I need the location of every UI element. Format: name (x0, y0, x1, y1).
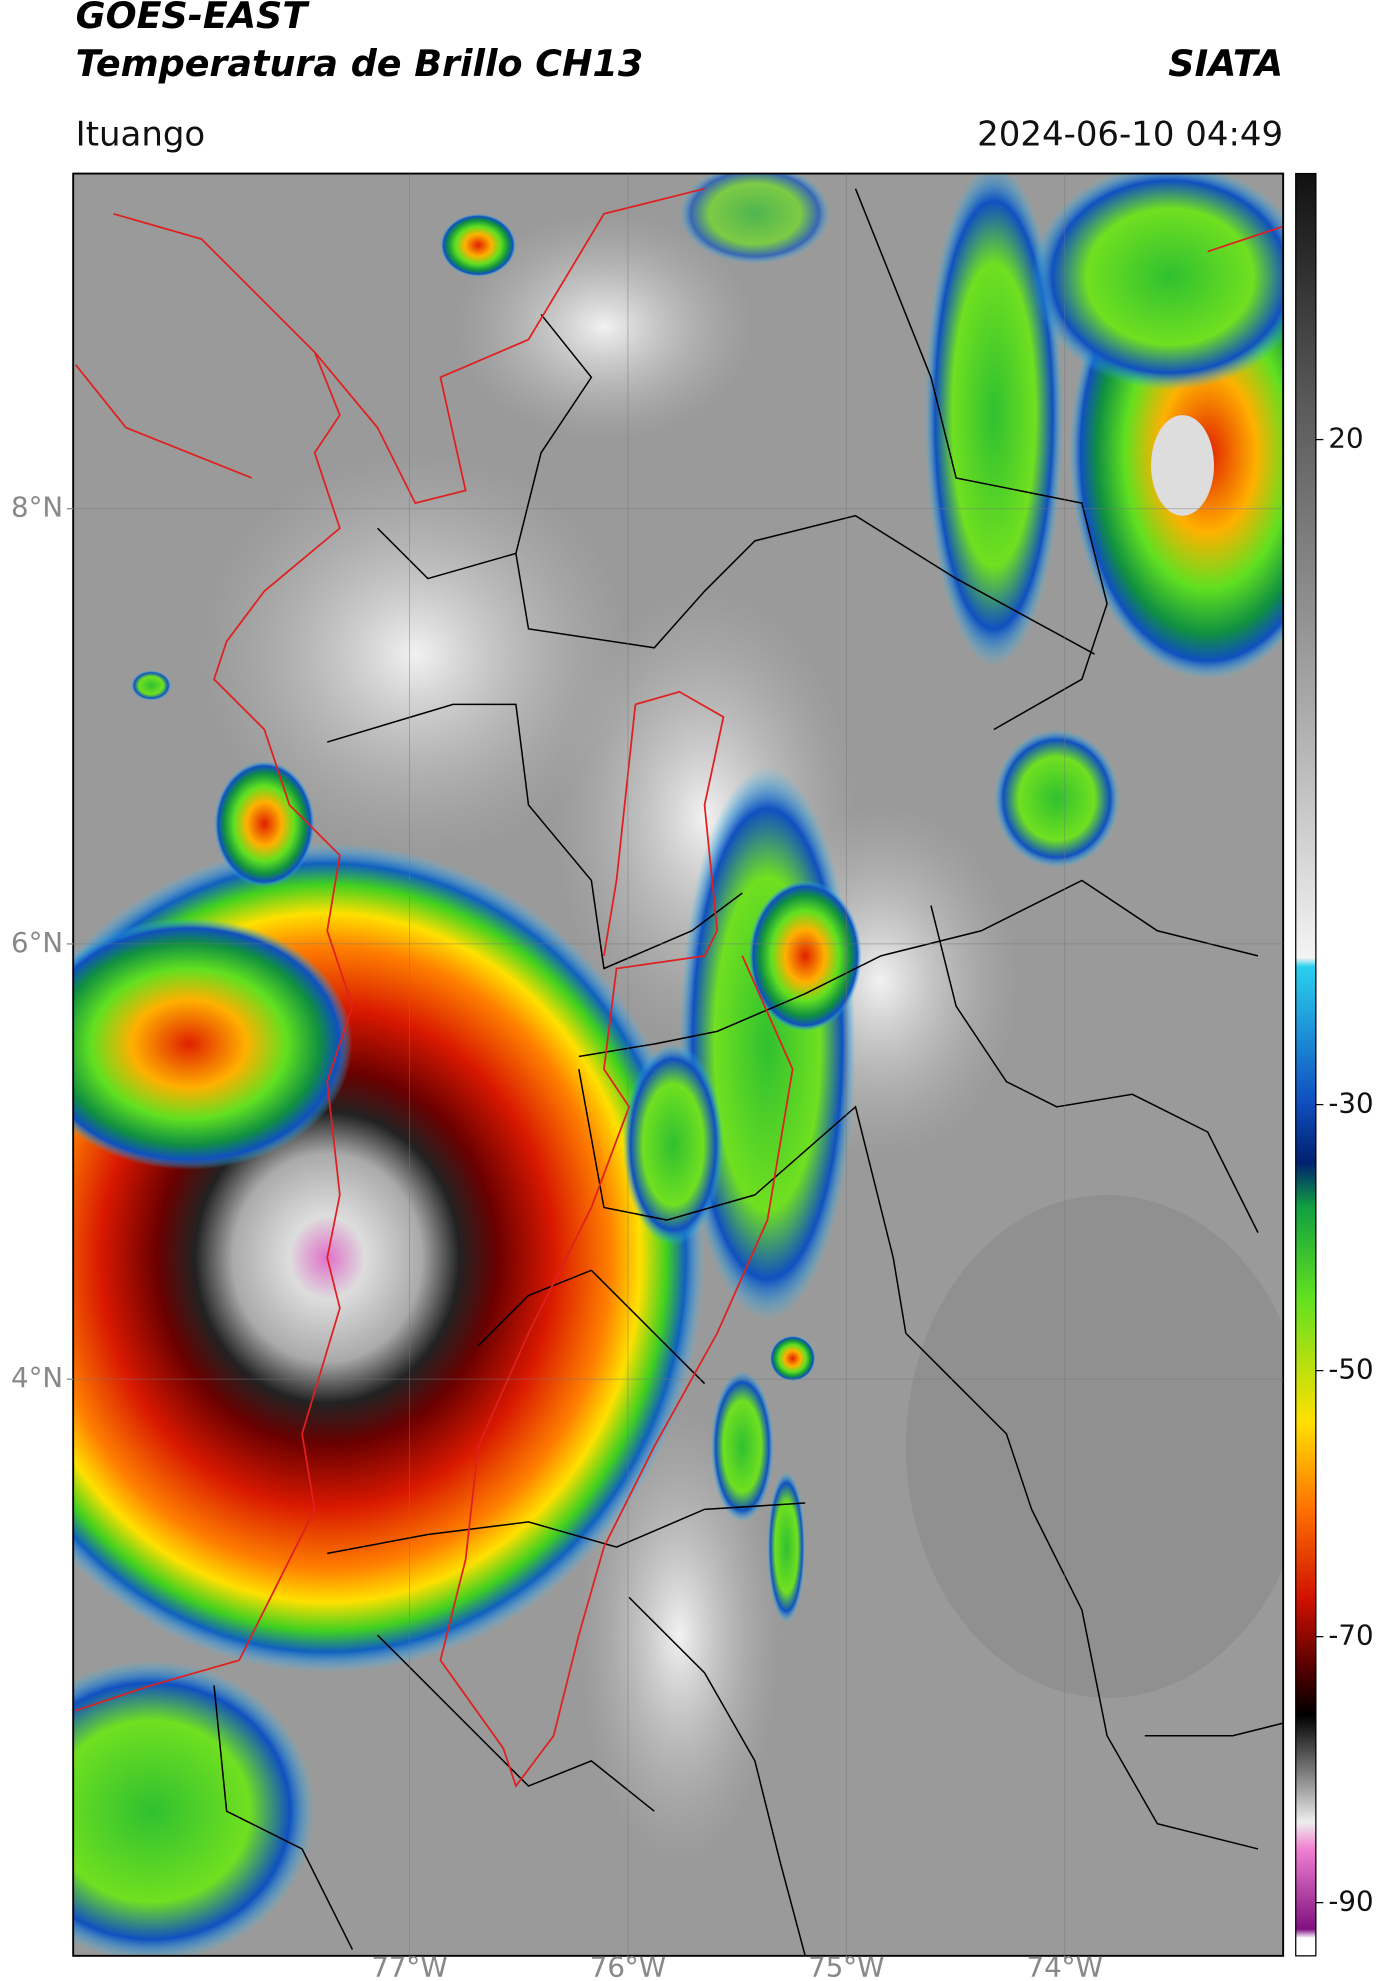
y-tick-label: 4°N (11, 1361, 63, 1394)
colorbar-tick-label: -90 (1328, 1885, 1373, 1918)
map-frame (72, 172, 1285, 1957)
x-tick-label: 76°W (590, 1950, 666, 1981)
location: Ituango (76, 114, 206, 154)
datetime: 2024-06-10 04:49 (977, 114, 1283, 154)
subtitle: Temperatura de Brillo CH13 (76, 42, 644, 85)
colorbar-tick-label: 20 (1328, 422, 1363, 455)
x-tick-label: 77°W (371, 1950, 447, 1981)
colorbar-tick-label: -70 (1328, 1619, 1373, 1652)
colorbar (1295, 172, 1317, 1957)
colorbar-tick-label: -30 (1328, 1087, 1373, 1120)
x-tick-label: 75°W (808, 1950, 884, 1981)
x-tick-label: 74°W (1027, 1950, 1103, 1981)
source: SIATA (1168, 42, 1283, 85)
colorbar-tick-label: -50 (1328, 1353, 1373, 1386)
y-tick-label: 6°N (11, 926, 63, 959)
imagery (73, 173, 1284, 1956)
y-tick-label: 8°N (11, 491, 63, 524)
title: GOES-EAST (76, 0, 311, 37)
